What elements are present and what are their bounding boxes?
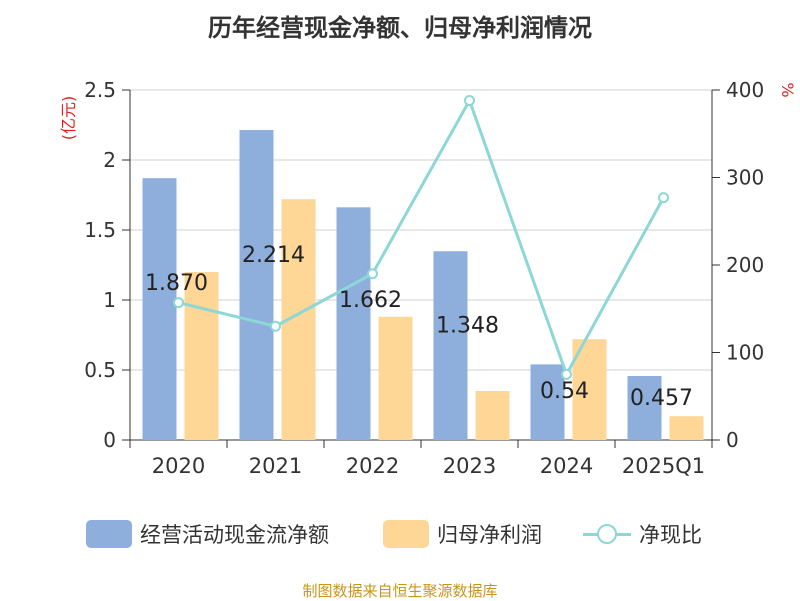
data-label-cashflow: 0.457 bbox=[630, 386, 693, 411]
y-right-tick-label: 100 bbox=[726, 341, 764, 365]
data-label-cashflow: 1.662 bbox=[339, 288, 402, 313]
bar-cashflow bbox=[239, 130, 274, 441]
legend-label-ratio: 净现比 bbox=[639, 523, 702, 547]
data-source-note: 制图数据来自恒生聚源数据库 bbox=[302, 582, 498, 600]
line-ratio bbox=[178, 99, 665, 376]
chart-title: 历年经营现金净额、归母净利润情况 bbox=[208, 14, 592, 42]
line-ratio-point bbox=[367, 268, 378, 280]
x-tick-label: 2020 bbox=[152, 454, 205, 478]
data-label-cashflow: 1.348 bbox=[436, 314, 499, 339]
y-right-tick-label: 0 bbox=[726, 428, 739, 452]
legend-item-netprofit[interactable]: 归母净利润 bbox=[383, 516, 542, 552]
y-left-tick-label: 2 bbox=[103, 148, 116, 172]
x-tick-label: 2021 bbox=[249, 454, 302, 478]
bar-cashflow bbox=[530, 364, 565, 440]
y-right-axis-title: % bbox=[778, 82, 797, 97]
line-ratio-point bbox=[270, 320, 281, 332]
data-label-cashflow: 1.870 bbox=[145, 271, 208, 296]
bar-netprofit bbox=[475, 391, 510, 440]
legend-label-netprofit: 归母净利润 bbox=[437, 523, 542, 547]
line-ratio-point bbox=[561, 368, 572, 380]
y-left-tick-label: 0.5 bbox=[84, 358, 116, 382]
bar-netprofit bbox=[378, 316, 413, 440]
line-ratio-point bbox=[464, 95, 475, 106]
y-left-tick-label: 2.5 bbox=[84, 78, 116, 102]
legend-item-cashflow[interactable]: 经营活动现金流净额 bbox=[86, 516, 329, 552]
bar-cashflow bbox=[627, 376, 662, 440]
y-left-tick-label: 0 bbox=[103, 428, 116, 452]
y-right-tick-label: 400 bbox=[726, 78, 764, 102]
bar-cashflow bbox=[433, 251, 468, 440]
legend-swatch-netprofit bbox=[383, 520, 429, 548]
y-right-tick-label: 200 bbox=[726, 253, 764, 277]
x-tick-label: 2025Q1 bbox=[622, 454, 705, 478]
x-tick-label: 2022 bbox=[346, 454, 399, 478]
legend-line-icon bbox=[583, 520, 631, 548]
legend-label-cashflow: 经营活动现金流净额 bbox=[140, 523, 329, 547]
legend-item-ratio[interactable]: 净现比 bbox=[583, 516, 702, 552]
data-label-cashflow: 0.54 bbox=[540, 379, 589, 404]
line-ratio-point bbox=[173, 297, 184, 309]
bar-netprofit bbox=[184, 272, 219, 440]
bar-cashflow bbox=[142, 178, 177, 440]
bar-cashflow bbox=[336, 207, 371, 440]
legend: 经营活动现金流净额 归母净利润 净现比 bbox=[0, 516, 800, 552]
x-tick-label: 2023 bbox=[443, 454, 496, 478]
data-label-cashflow: 2.214 bbox=[242, 243, 305, 268]
bar-netprofit bbox=[669, 416, 704, 440]
y-left-tick-label: 1.5 bbox=[84, 218, 116, 242]
y-left-tick-label: 1 bbox=[103, 288, 116, 312]
x-tick-label: 2024 bbox=[540, 454, 593, 478]
legend-swatch-cashflow bbox=[86, 520, 132, 548]
y-left-axis-title: (亿元) bbox=[59, 96, 78, 141]
line-ratio-point bbox=[658, 192, 669, 204]
y-right-tick-label: 300 bbox=[726, 166, 764, 190]
